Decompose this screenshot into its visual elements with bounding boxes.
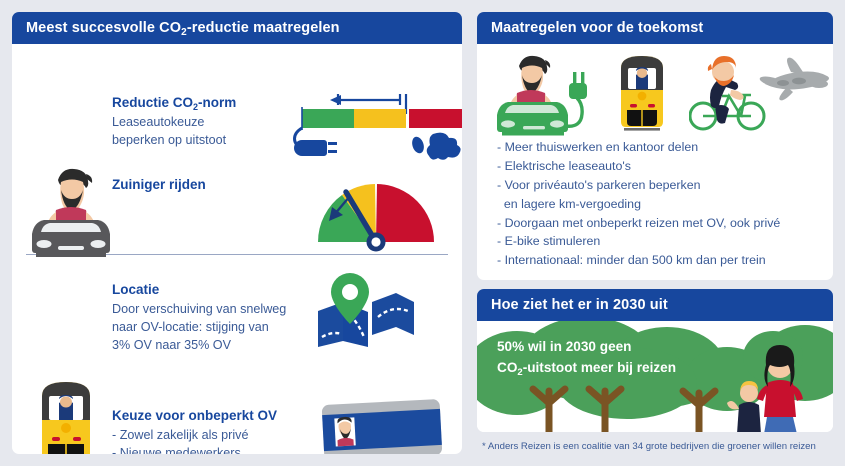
map-pin-icon bbox=[310, 269, 420, 348]
future-icons-row bbox=[477, 46, 833, 136]
panel-most-successful-measures: Meest succesvolle CO2-reductie maatregel… bbox=[12, 12, 462, 454]
co2-norm-bar-icon bbox=[290, 92, 462, 164]
train-icon bbox=[26, 374, 106, 454]
panel-left-body: Reductie CO2-norm Leaseautokeuze beperke… bbox=[12, 44, 462, 454]
panel-left-header-text-after: -reductie maatregelen bbox=[186, 20, 340, 36]
panel-2030-header: Hoe ziet het er in 2030 uit bbox=[477, 289, 833, 322]
list-item: - Doorgaan met onbeperkt reizen met OV, … bbox=[497, 215, 781, 230]
panel-left-header-subscript: 2 bbox=[181, 27, 187, 38]
item-line: - Nieuwe medewerkers bbox=[112, 445, 241, 454]
callout-2030: 50% wil in 2030 geen CO2-uitstoot meer b… bbox=[497, 337, 676, 378]
item-line: Door verschuiving van snelweg bbox=[112, 301, 287, 316]
list-item: - Internationaal: minder dan 500 km dan … bbox=[497, 253, 766, 268]
panel-left-header-text-before: Meest succesvolle CO bbox=[26, 20, 182, 36]
item-line: - Zowel zakelijk als privé bbox=[112, 427, 249, 442]
item-title-before: Reductie CO bbox=[112, 95, 194, 111]
callout-line-2-subscript: 2 bbox=[517, 366, 523, 378]
future-measures-list: - Meer thuiswerken en kantoor delen - El… bbox=[477, 138, 833, 270]
list-item: - Elektrische leaseauto's bbox=[497, 158, 631, 173]
item-keuze-onbeperkt-ov: Keuze voor onbeperkt OV - Zowel zakelijk… bbox=[112, 407, 362, 454]
footnote: * Anders Reizen is een coalitie van 34 g… bbox=[482, 441, 816, 452]
panel-left-header: Meest succesvolle CO2-reductie maatregel… bbox=[12, 12, 462, 45]
trees-scene: 50% wil in 2030 geen CO2-uitstoot meer b… bbox=[477, 321, 833, 432]
list-item: - E-bike stimuleren bbox=[497, 234, 601, 249]
woman-figure bbox=[757, 345, 803, 432]
callout-line-2-before: CO bbox=[497, 359, 518, 375]
panel-2030-outlook: Hoe ziet het er in 2030 uit bbox=[477, 289, 833, 432]
item-title: Zuiniger rijden bbox=[112, 177, 206, 193]
man-driving-car-icon bbox=[28, 162, 114, 262]
section-divider bbox=[26, 254, 448, 256]
item-title-after: -norm bbox=[198, 95, 237, 111]
item-line: naar OV-locatie: stijging van bbox=[112, 319, 269, 334]
callout-line-2-after: -uitstoot meer bij reizen bbox=[522, 359, 677, 375]
callout-line-2: CO2-uitstoot meer bij reizen bbox=[497, 358, 676, 378]
panel-future-measures: Maatregelen voor de toekomst bbox=[477, 12, 833, 280]
gauge-icon bbox=[312, 174, 440, 256]
item-title: Keuze voor onbeperkt OV bbox=[112, 408, 278, 424]
item-locatie: Locatie Door verschuiving van snelweg na… bbox=[112, 281, 342, 354]
item-title-subscript: 2 bbox=[193, 102, 199, 113]
item-title: Reductie CO2-norm bbox=[112, 94, 302, 113]
boy-figure bbox=[727, 381, 761, 432]
item-line: beperken op uitstoot bbox=[112, 132, 227, 147]
item-reductie-co2-norm: Reductie CO2-norm Leaseautokeuze beperke… bbox=[112, 94, 302, 149]
train-icon bbox=[609, 48, 675, 136]
list-item: - Voor privéauto's parkeren beperken bbox=[497, 177, 701, 192]
list-item: - Meer thuiswerken en kantoor delen bbox=[497, 140, 699, 155]
electric-car-icon bbox=[495, 50, 603, 136]
ov-card-icon bbox=[317, 394, 447, 454]
item-title: Locatie bbox=[112, 282, 160, 298]
item-line: 3% OV naar 35% OV bbox=[112, 337, 232, 352]
cyclist-icon bbox=[689, 50, 767, 134]
item-line: Leaseautokeuze bbox=[112, 114, 205, 129]
airplane-icon bbox=[757, 54, 831, 118]
callout-line-1: 50% wil in 2030 geen bbox=[497, 339, 632, 355]
list-item: en lagere km-vergoeding bbox=[497, 196, 641, 211]
panel-future-header: Maatregelen voor de toekomst bbox=[477, 12, 833, 45]
item-zuiniger-rijden: Zuiniger rijden bbox=[112, 176, 302, 196]
